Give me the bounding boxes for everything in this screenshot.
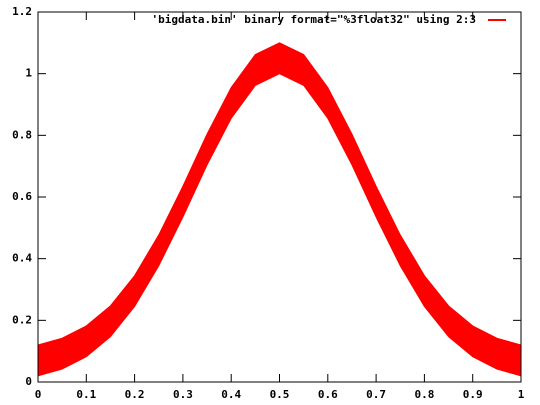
x-tick-label: 0.1 (76, 388, 96, 401)
legend-label: 'bigdata.bin' binary format="%3float32" … (151, 13, 476, 26)
y-tick-label: 0.8 (12, 128, 32, 141)
x-tick-label: 0.6 (318, 388, 338, 401)
x-tick-label: 0.7 (366, 388, 386, 401)
x-tick-label: 0.5 (270, 388, 290, 401)
x-tick-label: 0.2 (125, 388, 145, 401)
y-tick-label: 0.2 (12, 313, 32, 326)
x-tick-label: 0 (35, 388, 42, 401)
y-tick-label: 1.2 (12, 5, 32, 18)
y-tick-label: 0.6 (12, 190, 32, 203)
x-tick-label: 0.9 (463, 388, 483, 401)
x-tick-label: 1 (518, 388, 525, 401)
x-tick-label: 0.4 (221, 388, 241, 401)
y-tick-label: 0.4 (12, 252, 32, 265)
x-tick-label: 0.3 (173, 388, 193, 401)
y-tick-label: 0 (25, 375, 32, 388)
y-tick-label: 1 (25, 67, 32, 80)
x-tick-label: 0.8 (414, 388, 434, 401)
